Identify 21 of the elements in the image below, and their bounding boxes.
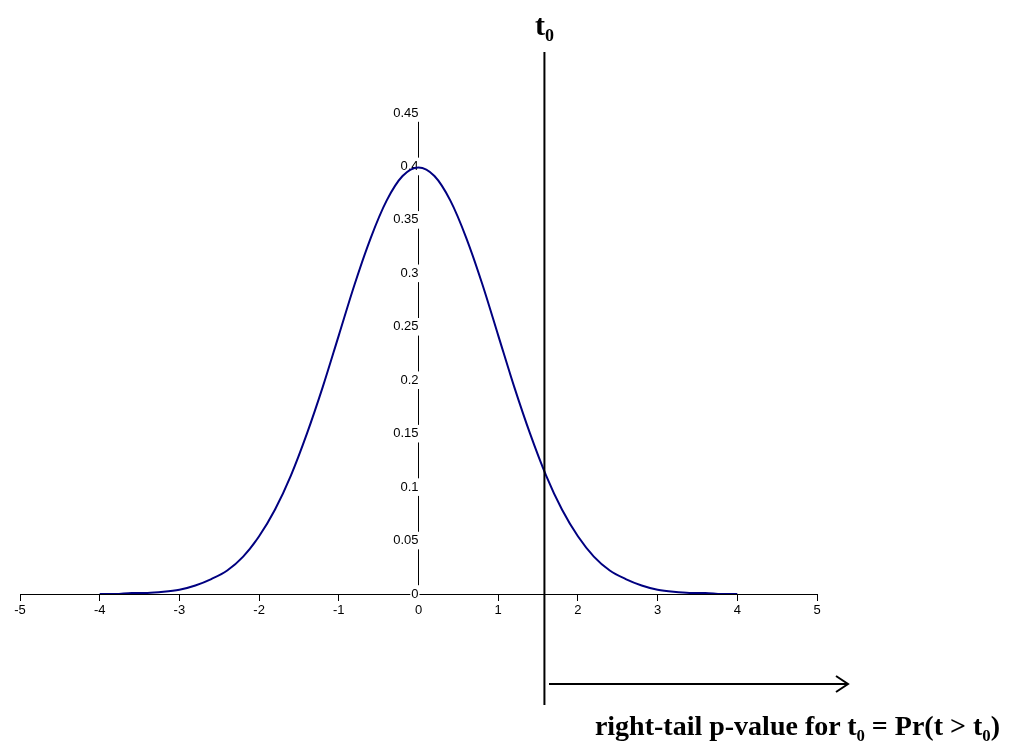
y-tick-label: 0.15: [393, 425, 419, 441]
y-tick-label: 0.25: [393, 318, 419, 334]
x-tick-label: -4: [93, 602, 106, 618]
ref-line-label: t₀: [534, 7, 554, 41]
x-tick-label: 2: [574, 602, 582, 618]
x-tick-label: 5: [813, 602, 821, 618]
y-tick-label: 0.35: [393, 211, 419, 227]
y-tick-label: 0.45: [393, 104, 419, 120]
x-tick-label: -3: [173, 602, 186, 618]
y-tick-label: 0.3: [400, 264, 419, 280]
y-tick-label: 0: [411, 585, 419, 601]
x-tick-label: -5: [14, 602, 26, 618]
y-tick-label: 0.05: [393, 532, 419, 548]
text: right-tail p-value for t₀ = Pr(t > t₀): [594, 710, 1000, 742]
x-tick-label: -1: [333, 602, 345, 618]
x-tick-label: -2: [253, 602, 265, 618]
x-tick-label: 1: [494, 602, 502, 618]
x-tick-label: 4: [733, 602, 741, 618]
y-tick-label: 0.2: [400, 371, 419, 387]
y-tick-label: 0.1: [400, 478, 419, 494]
x-tick-label: 3: [653, 602, 662, 618]
